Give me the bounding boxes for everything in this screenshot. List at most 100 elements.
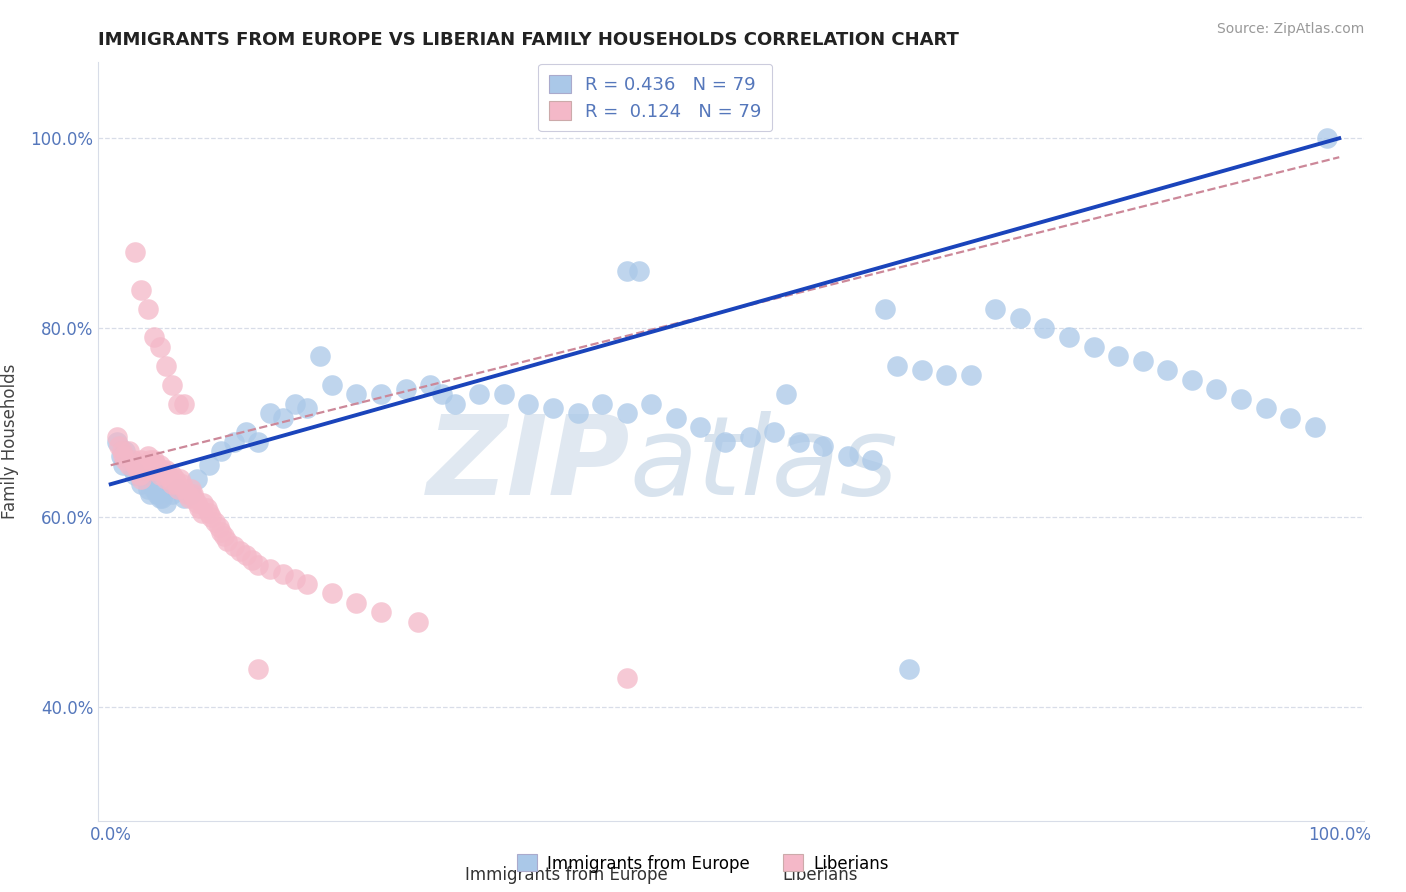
Point <box>105 430 128 444</box>
Point <box>419 377 441 392</box>
Point <box>567 406 589 420</box>
Point <box>155 359 177 373</box>
Point <box>131 473 153 487</box>
Point <box>321 377 343 392</box>
Point <box>145 458 167 473</box>
Point <box>150 463 173 477</box>
Point <box>259 406 281 420</box>
Point <box>873 301 896 316</box>
Point <box>271 410 294 425</box>
Point <box>183 491 205 506</box>
Point <box>217 534 239 549</box>
Point <box>159 473 181 487</box>
Point <box>111 458 134 473</box>
Point <box>1132 354 1154 368</box>
Point <box>142 463 165 477</box>
Point <box>200 510 222 524</box>
Text: Source: ZipAtlas.com: Source: ZipAtlas.com <box>1216 22 1364 37</box>
Point <box>136 449 159 463</box>
Point <box>134 458 156 473</box>
Point <box>212 529 235 543</box>
Point <box>139 453 162 467</box>
Text: ZIP: ZIP <box>426 411 630 517</box>
Point <box>170 477 193 491</box>
Point <box>247 558 270 572</box>
Point <box>284 397 307 411</box>
Point <box>118 453 141 467</box>
Point <box>714 434 737 449</box>
Point <box>247 662 270 676</box>
Point <box>259 562 281 576</box>
Point <box>235 425 257 439</box>
Point <box>167 482 190 496</box>
Point <box>124 245 146 260</box>
Point <box>139 486 162 500</box>
Point <box>517 397 540 411</box>
Point <box>142 453 165 467</box>
Point <box>344 596 367 610</box>
Y-axis label: Family Households: Family Households <box>1 364 20 519</box>
Point <box>118 458 141 473</box>
Point <box>627 264 650 278</box>
Point <box>160 467 183 482</box>
Point <box>432 387 454 401</box>
Point <box>160 377 183 392</box>
Point <box>195 500 218 515</box>
Point <box>173 482 195 496</box>
Point <box>959 368 981 383</box>
Point <box>1303 420 1326 434</box>
Point <box>180 482 202 496</box>
Point <box>155 496 177 510</box>
Point <box>142 330 165 344</box>
Point <box>321 586 343 600</box>
Point <box>149 491 172 506</box>
Point <box>222 434 245 449</box>
Point <box>394 383 416 397</box>
Point <box>763 425 786 439</box>
Point <box>738 430 761 444</box>
Point <box>142 482 165 496</box>
Point <box>181 486 204 500</box>
Point <box>167 397 190 411</box>
Point <box>443 397 465 411</box>
Point <box>591 397 613 411</box>
Point <box>191 496 214 510</box>
Point <box>898 662 921 676</box>
Point <box>124 467 146 482</box>
Point <box>136 482 159 496</box>
Point <box>190 506 212 520</box>
Point <box>775 387 797 401</box>
Point <box>370 387 392 401</box>
Point <box>910 363 932 377</box>
Point <box>492 387 515 401</box>
Point <box>204 515 226 529</box>
Point <box>209 444 232 458</box>
Point <box>297 576 319 591</box>
Point <box>169 473 191 487</box>
Point <box>935 368 957 383</box>
Point <box>186 496 208 510</box>
Point <box>1008 311 1031 326</box>
Point <box>111 449 134 463</box>
Point <box>297 401 319 416</box>
Point <box>1107 349 1129 363</box>
Point <box>640 397 662 411</box>
Text: IMMIGRANTS FROM EUROPE VS LIBERIAN FAMILY HOUSEHOLDS CORRELATION CHART: IMMIGRANTS FROM EUROPE VS LIBERIAN FAMIL… <box>98 31 959 49</box>
Point <box>616 406 638 420</box>
Point <box>222 539 245 553</box>
Point <box>131 283 153 297</box>
Point <box>240 553 263 567</box>
Point <box>208 520 231 534</box>
Point <box>131 477 153 491</box>
Point <box>1279 410 1302 425</box>
Point <box>134 473 156 487</box>
Point <box>146 463 169 477</box>
Point <box>118 444 141 458</box>
Point <box>1057 330 1080 344</box>
Point <box>837 449 859 463</box>
Point <box>105 434 128 449</box>
Point <box>813 439 835 453</box>
Point <box>124 458 146 473</box>
Point <box>110 449 132 463</box>
Point <box>173 491 195 506</box>
